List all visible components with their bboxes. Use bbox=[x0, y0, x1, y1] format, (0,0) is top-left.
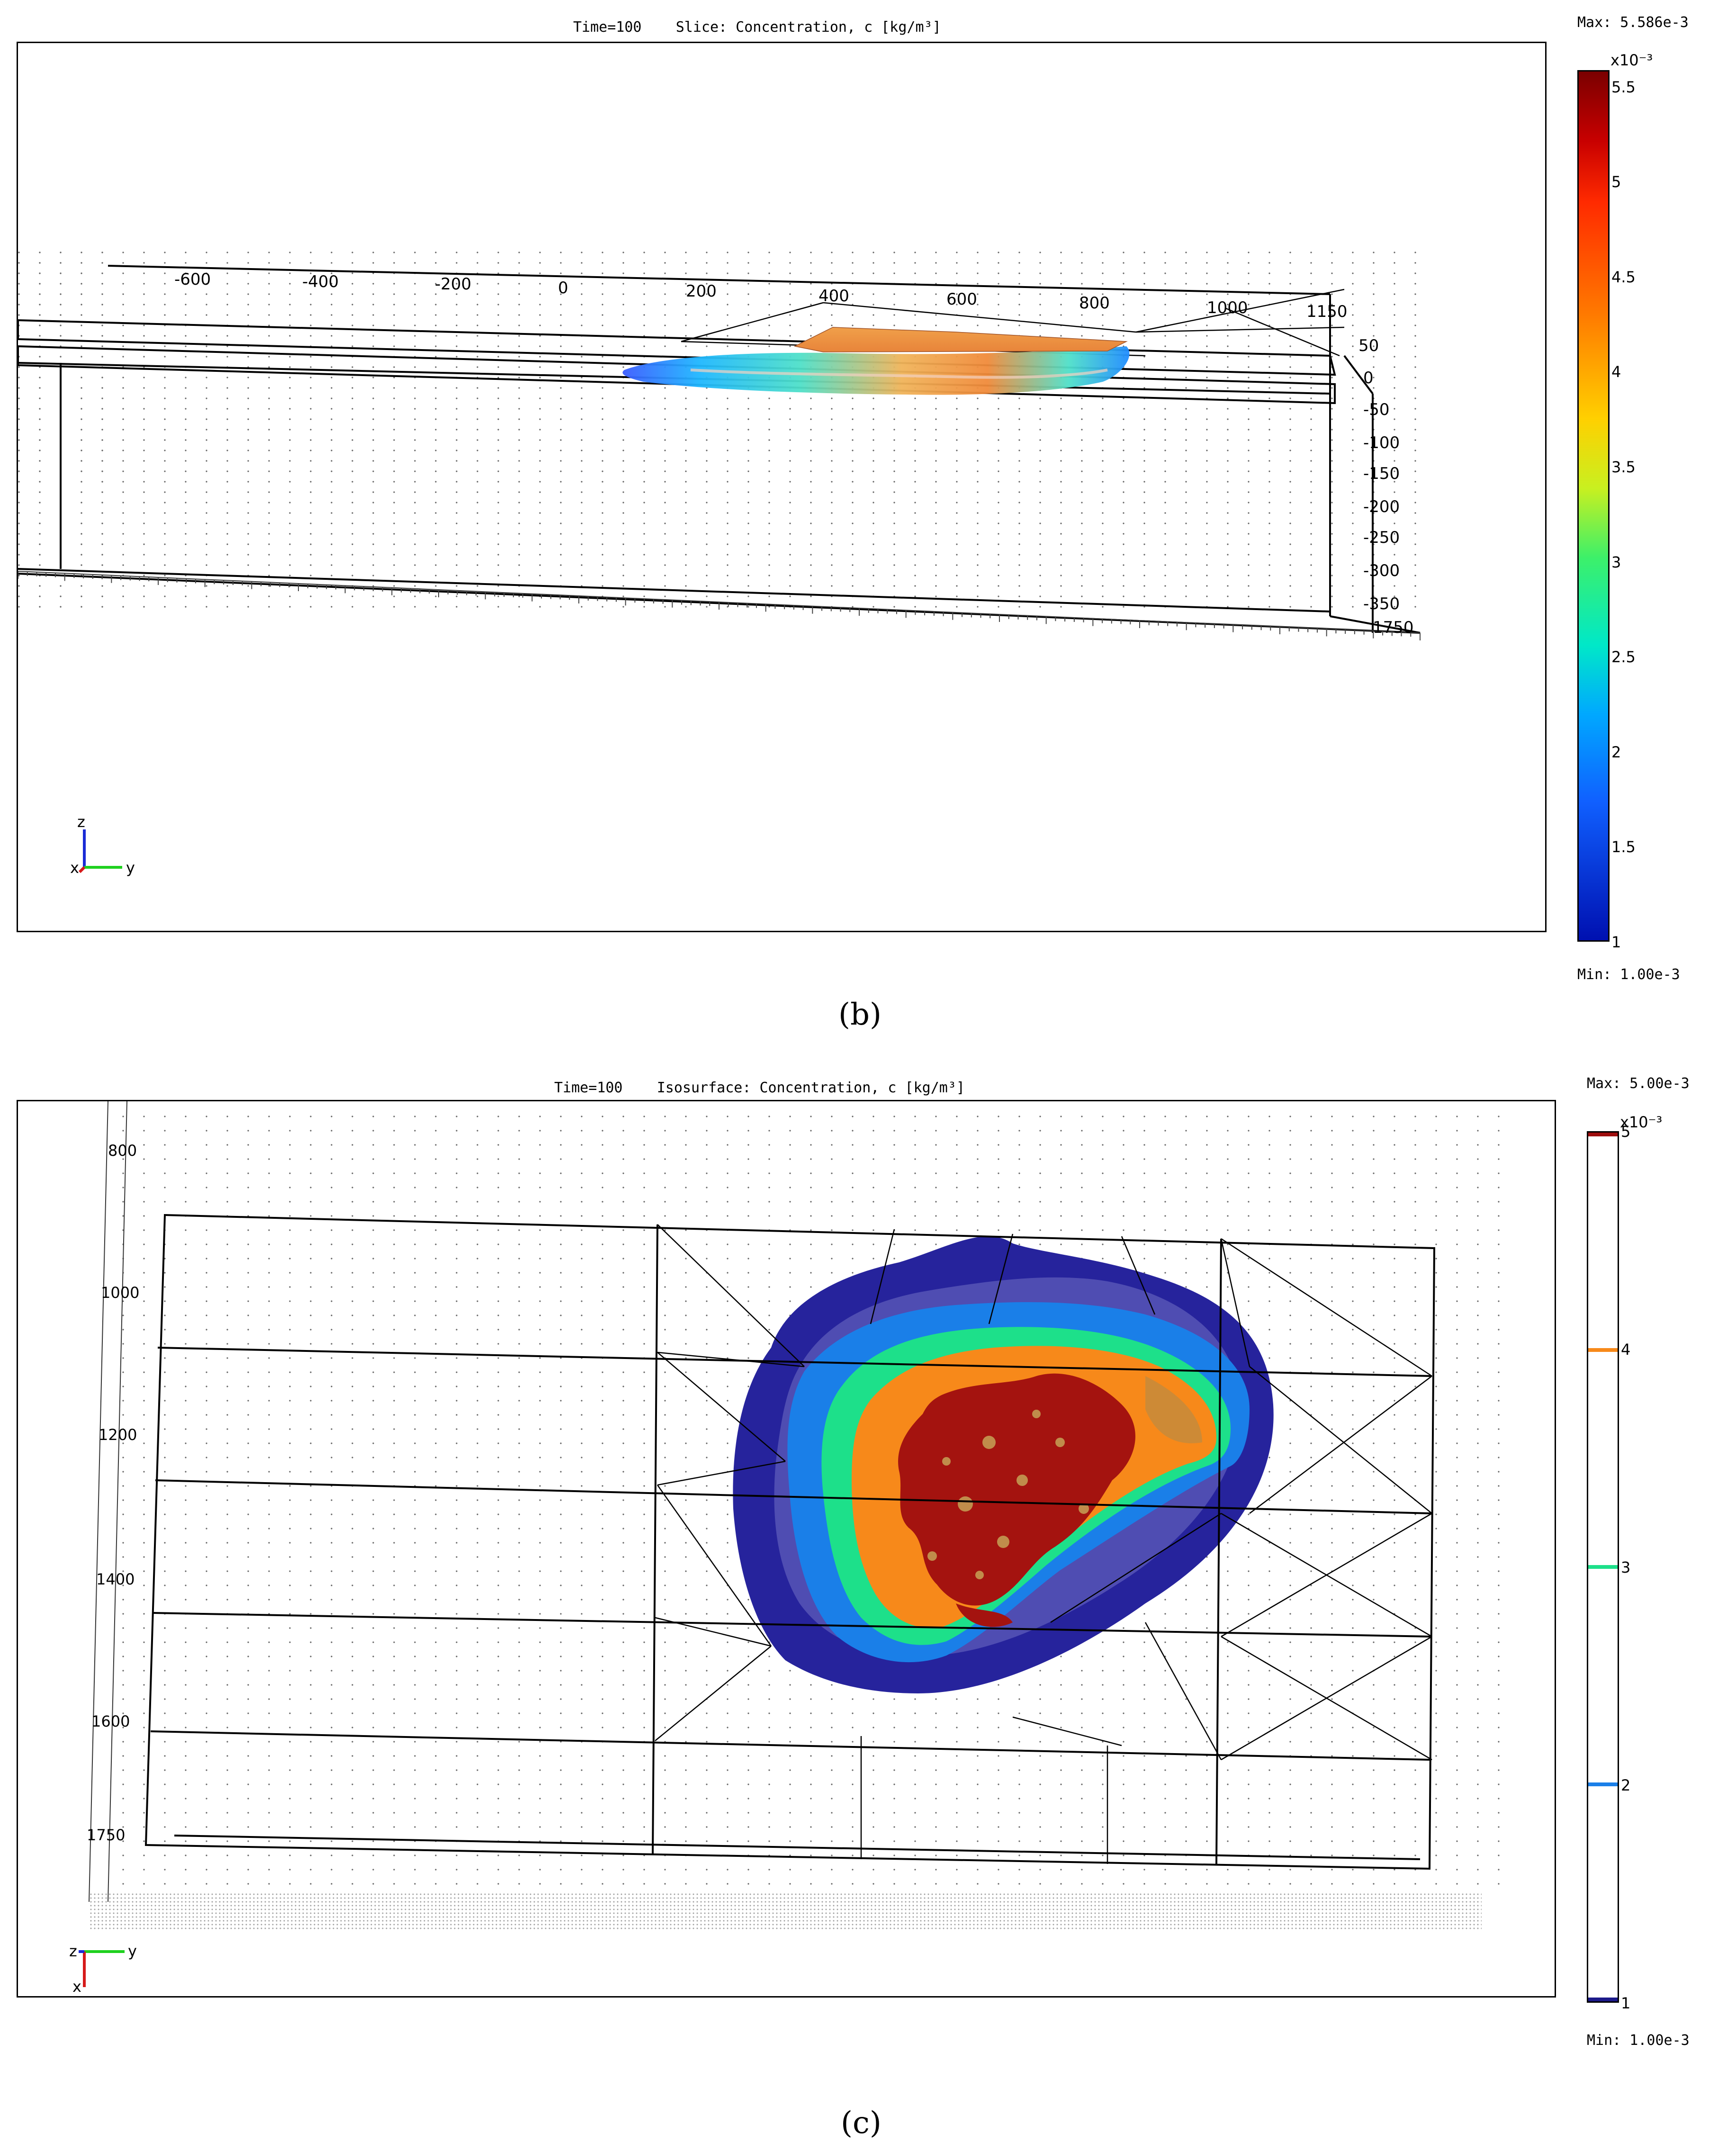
x-tick-label: 800 bbox=[108, 1142, 137, 1160]
panel-b: Time=100 Slice: Concentration, c [kg/m³]… bbox=[0, 0, 1736, 1032]
surface-mesh bbox=[681, 288, 1345, 357]
y-tick-label: 800 bbox=[1079, 294, 1110, 313]
isosurface-level-5 bbox=[898, 1373, 1135, 1627]
panel-b-colorbar bbox=[1577, 70, 1610, 942]
panel-b-plot-frame: -600 -400 -200 0 200 400 600 800 1000 11… bbox=[17, 42, 1547, 932]
triad-y-label: y bbox=[128, 1942, 137, 1960]
panel-c-max-label: Max: 5.00e-3 bbox=[1587, 1075, 1690, 1092]
colorbar-tick-label: 2.5 bbox=[1611, 648, 1636, 666]
y-tick-label: 400 bbox=[819, 287, 849, 306]
z-axis-labels: 50 0 -50 -100 -150 -200 -250 -300 -350 1… bbox=[1358, 336, 1414, 637]
y-axis-labels: -600 -400 -200 0 200 400 600 800 1000 11… bbox=[174, 270, 1348, 321]
panel-b-caption: (b) bbox=[838, 997, 881, 1032]
colorbar-tick-label: 4.5 bbox=[1611, 268, 1636, 286]
colorbar-exponent: x10⁻³ bbox=[1620, 1113, 1663, 1131]
bottom-ruler-ticks bbox=[18, 571, 1421, 640]
x-tick-label: 1000 bbox=[101, 1284, 139, 1302]
isosurface-level-5-speckles bbox=[927, 1410, 1089, 1579]
y-tick-label: 600 bbox=[946, 290, 977, 309]
colorbar-tick-label: 5 bbox=[1621, 1123, 1631, 1141]
y-tick-label: 1000 bbox=[1207, 298, 1248, 317]
panel-c-min-label: Min: 1.00e-3 bbox=[1587, 2032, 1690, 2049]
y-tick-label: -400 bbox=[302, 272, 339, 291]
z-tick-label: -200 bbox=[1363, 497, 1400, 516]
colorbar-isolevel-line bbox=[1588, 1782, 1618, 1786]
left-axis-lines bbox=[89, 1101, 127, 1902]
triad-z-label: z bbox=[77, 813, 85, 831]
colorbar-tick-label: 1 bbox=[1611, 933, 1621, 951]
y-tick-label: 1150 bbox=[1306, 302, 1348, 321]
y-tick-label: 0 bbox=[558, 279, 568, 297]
z-tick-label: -300 bbox=[1363, 561, 1400, 580]
z-tick-label: 50 bbox=[1358, 336, 1379, 355]
panel-c-title: Time=100 Isosurface: Concentration, c [k… bbox=[554, 1080, 965, 1096]
x-tick-label: 1750 bbox=[1373, 618, 1414, 637]
colorbar-tick-label: 1.5 bbox=[1611, 838, 1636, 856]
panel-b-title: Time=100 Slice: Concentration, c [kg/m³] bbox=[573, 19, 941, 36]
triad-x-label: x bbox=[72, 1978, 81, 1996]
y-tick-label: -600 bbox=[174, 270, 211, 289]
z-tick-label: -150 bbox=[1363, 464, 1400, 483]
panel-c: Time=100 Isosurface: Concentration, c [k… bbox=[0, 1075, 1736, 2151]
x-tick-label: 1200 bbox=[99, 1426, 137, 1444]
mesh-wireframe bbox=[144, 1214, 1436, 1870]
panel-c-caption: (c) bbox=[841, 2106, 881, 2141]
isosurface-level-4-shade bbox=[1145, 1376, 1202, 1443]
colorbar-exponent: x10⁻³ bbox=[1610, 51, 1653, 69]
x-tick-label: 1750 bbox=[87, 1826, 125, 1844]
colorbar-tick-label: 4 bbox=[1621, 1341, 1631, 1359]
colorbar-tick-label: 3.5 bbox=[1611, 458, 1636, 476]
z-tick-label: 0 bbox=[1363, 369, 1374, 387]
axis-triad: z y x bbox=[70, 813, 135, 877]
colorbar-tick-label: 3 bbox=[1611, 553, 1621, 571]
colorbar-tick-label: 2 bbox=[1621, 1776, 1631, 1794]
colorbar-tick-label: 3 bbox=[1621, 1558, 1631, 1576]
z-tick-label: -350 bbox=[1363, 594, 1400, 613]
colorbar-tick-label: 2 bbox=[1611, 743, 1621, 761]
x-axis-labels: 800 1000 1200 1400 1600 1750 bbox=[87, 1142, 139, 1844]
panel-b-min-label: Min: 1.00e-3 bbox=[1577, 966, 1680, 983]
triad-y-label: y bbox=[126, 859, 135, 877]
colorbar-isolevel-line bbox=[1588, 1998, 1618, 2001]
z-tick-label: -250 bbox=[1363, 528, 1400, 547]
y-tick-label: 200 bbox=[686, 282, 717, 301]
triad-x-label: x bbox=[70, 859, 79, 877]
panel-b-max-label: Max: 5.586e-3 bbox=[1577, 14, 1689, 31]
colorbar-tick-label: 4 bbox=[1611, 363, 1621, 381]
colorbar-tick-label: 5 bbox=[1611, 173, 1621, 191]
grid-dots-bottom-hatch bbox=[89, 1892, 1482, 1930]
colorbar-isolevel-line bbox=[1588, 1565, 1618, 1569]
panel-c-colorbar bbox=[1587, 1131, 1619, 2003]
z-tick-label: -50 bbox=[1363, 400, 1390, 419]
x-tick-label: 1400 bbox=[96, 1570, 135, 1588]
triad-z-label: z bbox=[69, 1942, 77, 1960]
axis-triad: z y x bbox=[69, 1942, 137, 1996]
y-tick-label: -200 bbox=[435, 275, 471, 294]
panel-b-scene: -600 -400 -200 0 200 400 600 800 1000 11… bbox=[17, 252, 1421, 877]
colorbar-isolevel-line bbox=[1588, 1348, 1618, 1352]
colorbar-tick-label: 1 bbox=[1621, 1994, 1631, 2012]
colorbar-isolevel-line bbox=[1588, 1133, 1618, 1136]
concentration-plume bbox=[622, 327, 1130, 395]
z-tick-label: -100 bbox=[1363, 433, 1400, 452]
panel-c-scene: 800 1000 1200 1400 1600 1750 z y x bbox=[69, 1101, 1515, 1996]
x-tick-label: 1600 bbox=[91, 1712, 130, 1730]
grid-dots-upper bbox=[18, 252, 1420, 612]
grid-dots-left bbox=[18, 252, 108, 612]
isosurface-plume bbox=[733, 1236, 1274, 1693]
panel-c-plot-frame: 800 1000 1200 1400 1600 1750 z y x bbox=[17, 1100, 1556, 1998]
colorbar-tick-label: 5.5 bbox=[1611, 78, 1636, 96]
mesh-triangles bbox=[655, 1224, 1432, 1864]
